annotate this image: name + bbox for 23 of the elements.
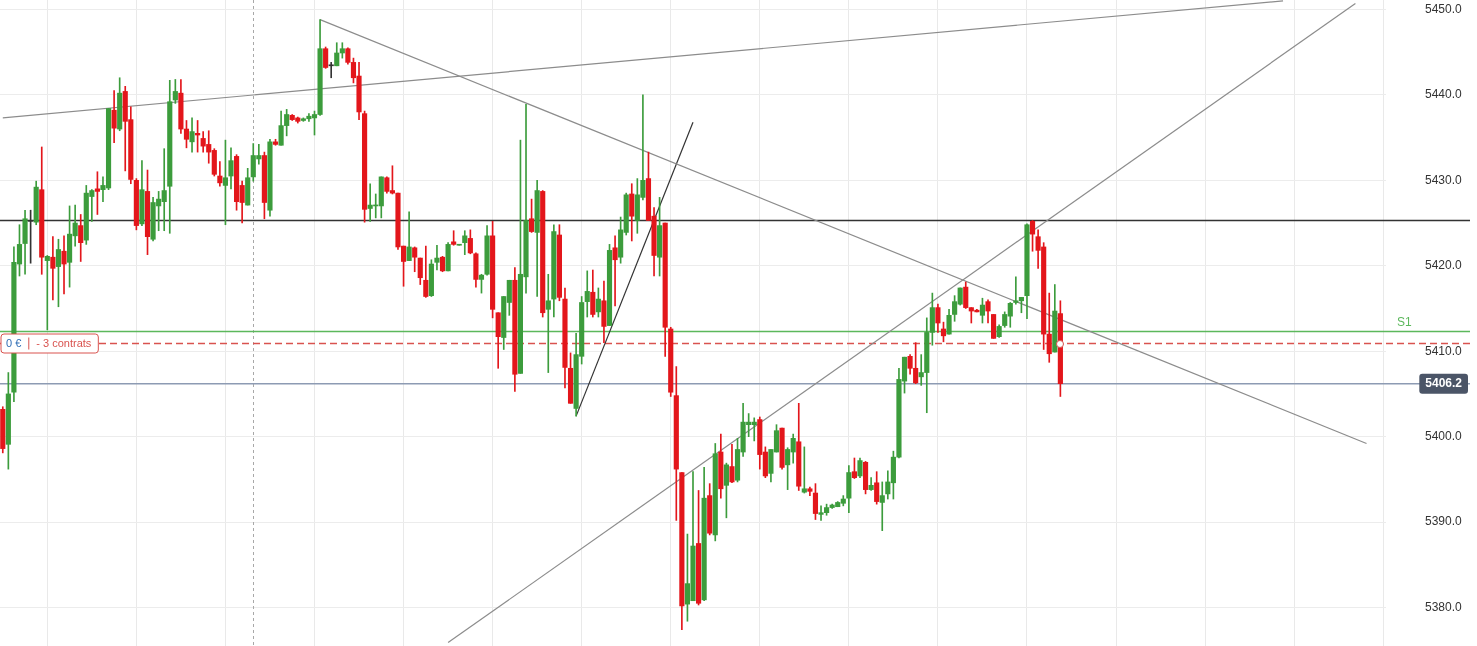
y-tick-label: 5390.0 — [1425, 514, 1463, 529]
candlestick — [434, 244, 440, 271]
candlestick — [328, 62, 334, 79]
candlestick — [545, 273, 551, 373]
candlestick — [217, 161, 223, 187]
y-tick-label: 5430.0 — [1425, 172, 1463, 187]
candlestick — [879, 481, 885, 531]
ref-line-label: 5406.2 — [1425, 376, 1463, 391]
annotation: 0 € — [6, 337, 22, 350]
y-tick-label: 5450.0 — [1425, 1, 1463, 16]
y-tick-label: 5440.0 — [1425, 87, 1463, 102]
candlestick — [612, 235, 618, 307]
candlestick — [584, 270, 590, 318]
y-tick-label: 5400.0 — [1425, 428, 1463, 443]
ref-line-label: S1 — [1397, 314, 1412, 329]
y-tick-label: 5410.0 — [1425, 343, 1463, 358]
candlestick — [61, 235, 67, 295]
y-tick-label: 5420.0 — [1425, 258, 1463, 273]
y-tick-label: 5380.0 — [1425, 599, 1463, 614]
candlestick — [44, 255, 50, 331]
candlestick — [801, 446, 807, 494]
candlestick — [50, 236, 56, 301]
ref-line-label: - 3 contrats — [36, 337, 92, 350]
